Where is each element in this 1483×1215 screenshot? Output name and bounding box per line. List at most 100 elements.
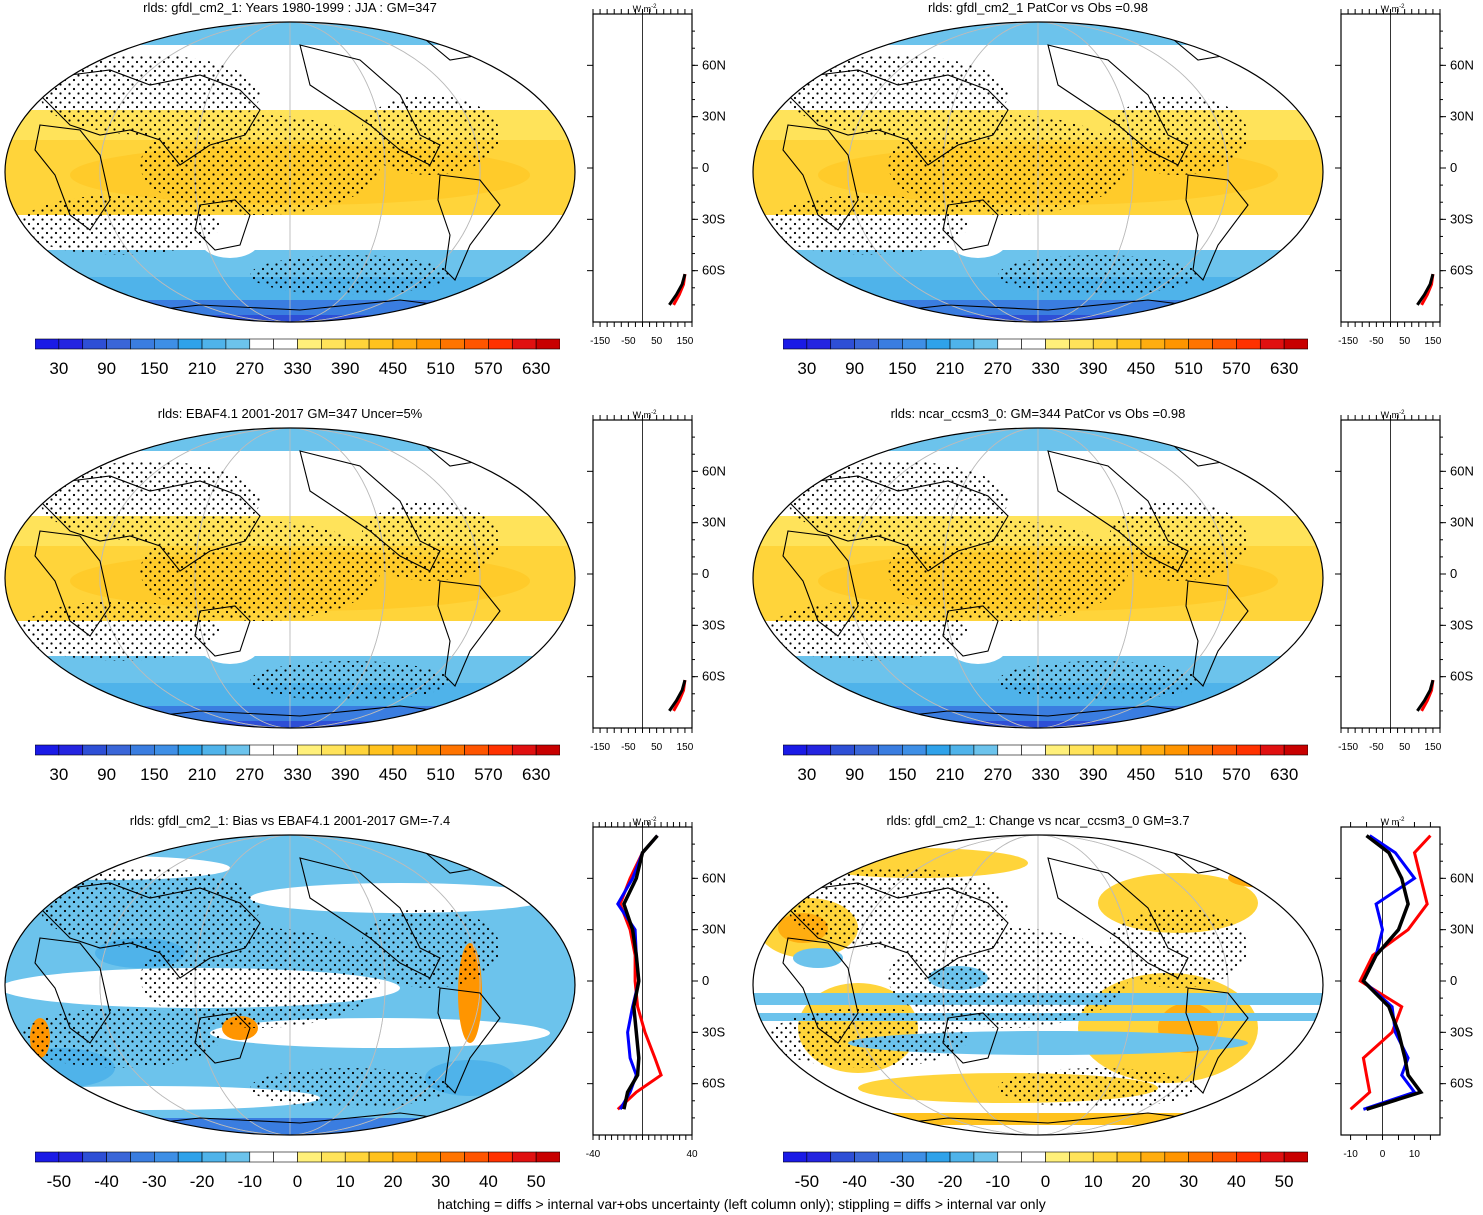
stippling [998, 255, 1198, 295]
stippling [360, 908, 500, 988]
colorbar-swatch [1140, 1151, 1166, 1163]
colorbar-swatch [1092, 1151, 1118, 1163]
colorbar-tick-label: 10 [336, 1172, 355, 1191]
colorbar-tick-label: 390 [331, 765, 359, 784]
world-map [4, 21, 576, 323]
colorbar-swatch [782, 1151, 808, 1163]
colorbar-tick-label: 630 [522, 359, 550, 378]
colorbar-swatch [1092, 338, 1118, 350]
zonal-x-tick-label: -50 [1369, 742, 1384, 753]
colorbar-swatch [154, 1151, 179, 1163]
colorbar-tick-label: 510 [1174, 359, 1202, 378]
colorbar-swatch [344, 744, 370, 756]
colorbar-tick-label: 450 [379, 765, 407, 784]
colorbar-tick-label: 390 [331, 359, 359, 378]
colorbar-swatch [1212, 744, 1237, 756]
lat-tick-label: 30N [702, 922, 726, 937]
zonal-unit-label: W m-2 [1381, 410, 1405, 420]
zonal-x-tick-label: -40 [586, 1149, 601, 1160]
stippling [140, 115, 380, 215]
colorbar-swatch [806, 338, 832, 350]
zonal-mean-plot: W m-2 60N 30N 0 30S 60S -150 -50 50 150 [1323, 2, 1483, 367]
stippling [360, 501, 500, 581]
world-map [752, 21, 1324, 323]
colorbar-tick-label: 210 [936, 765, 964, 784]
colorbar-swatch [806, 1151, 832, 1163]
colorbar-swatch [416, 744, 441, 756]
colorbar-swatch [782, 338, 808, 350]
colorbar: 30 90 150 210 270 330 390 450 510 570 630 [34, 338, 561, 398]
colorbar-swatch [782, 744, 808, 756]
colorbar-swatch [368, 1151, 394, 1163]
colorbar-tick-label: 570 [474, 765, 502, 784]
stippling [20, 1008, 220, 1068]
lat-tick-label: 60S [702, 669, 725, 684]
zonal-mean-svg: W m-2 60N 30N 0 30S 60S -40 40 [586, 817, 726, 1160]
colorbar-swatch [949, 744, 975, 756]
stippling [250, 661, 450, 701]
colorbar-swatch [321, 1151, 346, 1163]
colorbar-swatch [225, 744, 251, 756]
colorbar-tick-label: 30 [49, 765, 68, 784]
colorbar-tick-label: 40 [479, 1172, 498, 1191]
colorbar-swatch [416, 1151, 441, 1163]
colorbar-swatch [321, 338, 346, 350]
lat-tick-label: 60S [1450, 1076, 1473, 1091]
map-area [0, 15, 580, 335]
zonal-unit-label: W m-2 [1381, 4, 1405, 14]
colorbar-swatch [830, 744, 855, 756]
colorbar-tick-label: 210 [188, 359, 216, 378]
stippling [40, 461, 260, 541]
stippling [788, 461, 1008, 541]
lat-tick-label: 30S [702, 617, 725, 632]
stippling [40, 868, 260, 948]
zonal-mean-svg: W m-2 60N 30N 0 30S 60S -150 -50 50 150 [587, 410, 726, 753]
colorbar-swatch [973, 338, 999, 350]
lat-tick-label: 30S [702, 211, 725, 226]
colorbar-tick-label: 630 [522, 765, 550, 784]
colorbar-swatch [1259, 1151, 1285, 1163]
colorbar-swatch [297, 338, 322, 350]
colorbar-swatch [1212, 1151, 1237, 1163]
colorbar-swatch [34, 744, 60, 756]
zonal-x-tick-label: 50 [1399, 336, 1411, 347]
lat-tick-label: 0 [1450, 973, 1457, 988]
lat-tick-label: 0 [1450, 566, 1457, 581]
zonal-mean-svg: W m-2 60N 30N 0 30S 60S -10 0 10 [1335, 817, 1474, 1160]
zonal-x-tick-label: 40 [686, 1149, 698, 1160]
colorbar-tick-label: 0 [1041, 1172, 1050, 1191]
colorbar-tick-label: 10 [1084, 1172, 1103, 1191]
colorbar-swatch [154, 338, 179, 350]
world-map [752, 834, 1324, 1136]
colorbar-tick-label: 570 [1222, 359, 1250, 378]
colorbar-swatch [488, 338, 513, 350]
stippling [250, 255, 450, 295]
colorbar-swatch [511, 1151, 537, 1163]
stippling [140, 521, 380, 621]
zonal-x-tick-label: 150 [1425, 742, 1442, 753]
colorbar-swatch [1188, 744, 1213, 756]
colorbar-swatch [201, 338, 227, 350]
stippling [20, 601, 220, 661]
colorbar-tick-label: -20 [190, 1172, 215, 1191]
stippling [768, 601, 968, 661]
colorbar-swatch [997, 744, 1022, 756]
colorbar-swatch [1116, 1151, 1142, 1163]
zonal-x-tick-label: 50 [651, 742, 663, 753]
colorbar-swatch [464, 338, 489, 350]
colorbar-swatch [488, 1151, 513, 1163]
colorbar-swatch [854, 338, 879, 350]
zonal-x-tick-label: -10 [1343, 1149, 1358, 1160]
colorbar-swatch [1283, 1151, 1309, 1163]
colorbar-swatch [535, 744, 561, 756]
colorbar-swatch [106, 1151, 131, 1163]
lat-tick-label: 60S [702, 263, 725, 278]
colorbar-tick-label: 630 [1270, 765, 1298, 784]
colorbar-tick-label: 630 [1270, 359, 1298, 378]
lat-tick-label: 30S [1450, 211, 1473, 226]
colorbar-swatch [925, 1151, 951, 1163]
colorbar-swatch [997, 1151, 1022, 1163]
colorbar-swatch [1259, 744, 1285, 756]
lat-tick-label: 0 [702, 973, 709, 988]
colorbar-swatch [1164, 338, 1189, 350]
